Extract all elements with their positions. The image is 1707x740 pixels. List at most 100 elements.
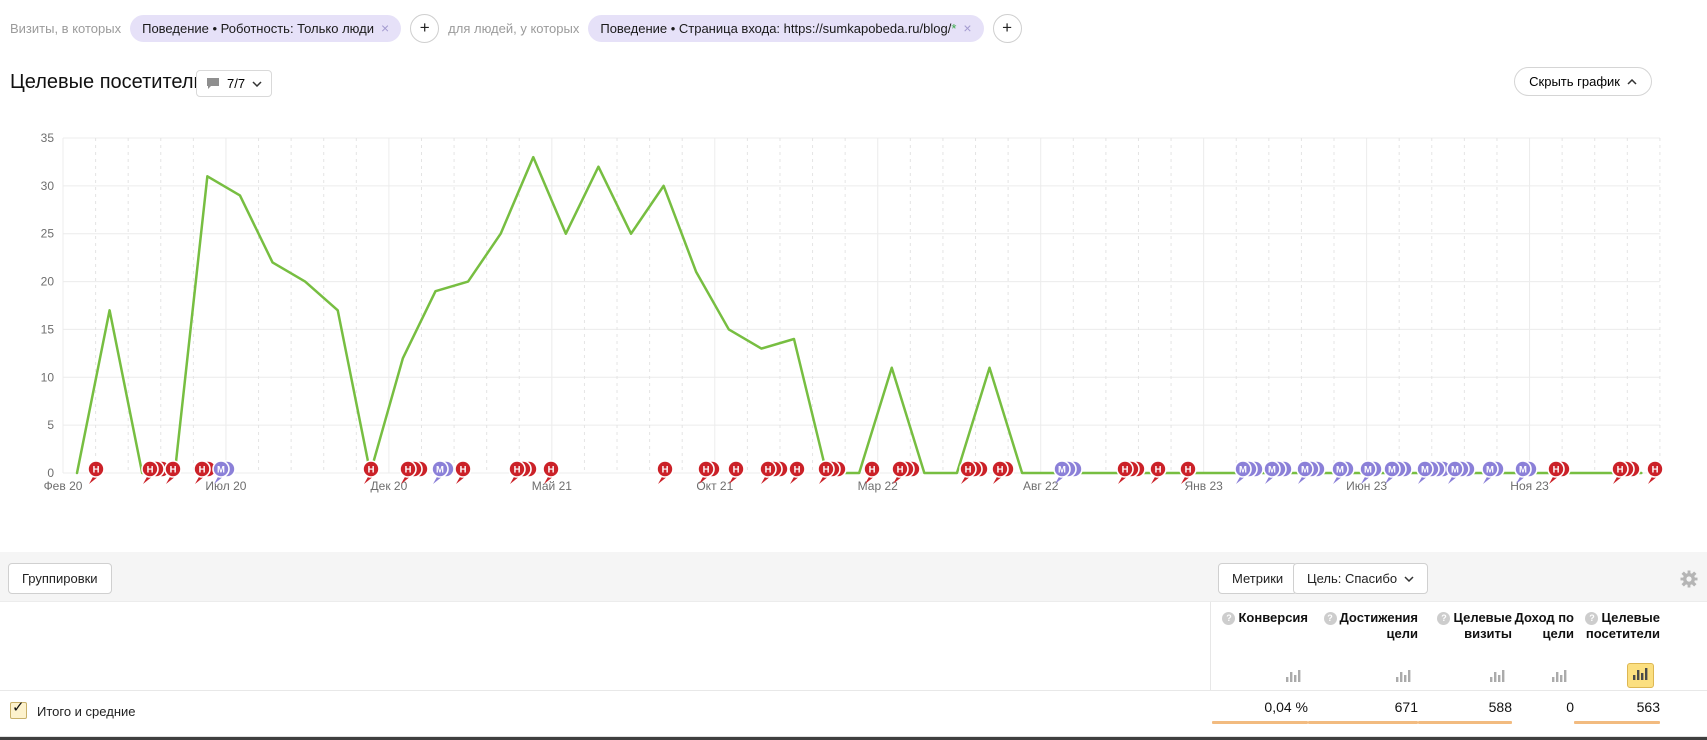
y-axis-label: 0 [47, 466, 54, 480]
metric-sort-header[interactable]: ? Целевые посетители [1585, 610, 1660, 641]
annotation-marker-М[interactable]: М [1481, 460, 1505, 484]
chart-metric-icon[interactable] [1285, 669, 1302, 688]
chart-metric-icon-selected[interactable] [1627, 663, 1654, 688]
svg-text:Н: Н [368, 465, 375, 476]
annotation-marker-Н[interactable]: Н [727, 460, 745, 484]
annotation-marker-Н[interactable]: Н [1179, 460, 1197, 484]
annotation-marker-Н[interactable]: Н [508, 460, 538, 484]
hide-chart-button[interactable]: Скрыть график [1514, 67, 1652, 96]
annotation-marker-Н[interactable]: Н [87, 460, 105, 484]
value-underline [1308, 721, 1418, 724]
annotation-marker-Н[interactable]: Н [991, 460, 1015, 484]
svg-text:Н: Н [794, 465, 801, 476]
annotation-marker-Н[interactable]: Н [863, 460, 881, 484]
annotation-marker-М[interactable]: М [212, 460, 236, 484]
filter-bar: Визиты, в которых Поведение • Роботность… [10, 12, 1022, 44]
annotation-marker-Н[interactable]: Н [454, 460, 472, 484]
metric-sort-header[interactable]: ? Целевые визиты [1418, 610, 1512, 642]
annotation-marker-Н[interactable]: Н [656, 460, 674, 484]
x-axis-label: Мар 22 [858, 479, 898, 493]
total-value: 0 [1566, 699, 1574, 715]
total-value: 563 [1574, 699, 1660, 724]
add-user-filter-button[interactable]: + [992, 13, 1022, 43]
help-icon[interactable]: ? [1222, 612, 1236, 625]
table-divider [1210, 602, 1211, 737]
help-icon[interactable]: ? [1437, 612, 1451, 625]
annotation-marker-М[interactable]: М [1234, 460, 1264, 484]
annotation-marker-Н[interactable]: Н [542, 460, 560, 484]
annotation-marker-М[interactable]: М [1383, 460, 1413, 484]
metric-sort-header[interactable]: ? Конверсия [1212, 610, 1308, 626]
svg-text:Н: Н [460, 465, 467, 476]
help-icon[interactable]: ? [1585, 612, 1599, 625]
annotation-marker-М[interactable]: М [1416, 460, 1452, 484]
svg-text:Н: Н [823, 465, 830, 476]
annotation-marker-Н[interactable]: Н [399, 460, 429, 484]
svg-text:Н: Н [405, 465, 412, 476]
chart-metric-icon[interactable] [1395, 669, 1412, 688]
annotation-marker-Н[interactable]: Н [817, 460, 847, 484]
annotation-marker-Н[interactable]: Н [362, 460, 380, 484]
annotation-marker-Н[interactable]: Н [1149, 460, 1167, 484]
x-axis-label: Авг 22 [1023, 479, 1059, 493]
annotation-marker-М[interactable]: М [1263, 460, 1293, 484]
annotation-marker-М[interactable]: М [1514, 460, 1538, 484]
annotation-marker-Н[interactable]: Н [164, 460, 182, 484]
page-title: Целевые посетители [10, 71, 205, 93]
chevron-up-icon [1627, 78, 1637, 85]
x-axis-label: Ноя 23 [1510, 479, 1549, 493]
annotation-marker-М[interactable]: М [1296, 460, 1326, 484]
groupings-button[interactable]: Группировки [8, 563, 112, 594]
totals-checkbox[interactable] [10, 698, 27, 719]
annotation-marker-Н[interactable]: Н [759, 460, 789, 484]
annotation-marker-Н[interactable]: Н [959, 460, 989, 484]
column-header: Доход по цели [1512, 610, 1574, 688]
help-icon[interactable]: ? [1323, 612, 1337, 625]
filter-chip-landing-page[interactable]: Поведение • Страница входа: https://sumk… [588, 14, 984, 42]
filter-chip-robots[interactable]: Поведение • Роботность: Только люди × [130, 14, 402, 42]
remove-filter-icon[interactable]: × [380, 20, 390, 36]
annotation-marker-Н[interactable]: Н [1611, 460, 1641, 484]
annotation-marker-М[interactable]: М [1053, 460, 1083, 484]
chart-metric-icon[interactable] [1489, 669, 1506, 688]
comments-dropdown[interactable]: 7/7 [196, 70, 273, 97]
x-axis-label: Июн 23 [1346, 479, 1387, 493]
annotation-marker-М[interactable]: М [1359, 460, 1383, 484]
annotation-marker-Н[interactable]: Н [141, 460, 171, 484]
metrics-button[interactable]: Метрики [1218, 563, 1298, 594]
annotation-marker-Н[interactable]: Н [1116, 460, 1146, 484]
annotation-marker-Н[interactable]: Н [1646, 460, 1664, 484]
svg-text:М: М [1519, 465, 1527, 476]
metric-sort-header[interactable]: Доход по цели [1514, 610, 1574, 641]
svg-text:М: М [217, 465, 225, 476]
value-underline [1418, 721, 1512, 724]
svg-text:Н: Н [662, 465, 669, 476]
comment-bubble-icon [207, 78, 219, 89]
goal-select[interactable]: Цель: Спасибо [1293, 563, 1429, 594]
remove-filter-icon[interactable]: × [963, 20, 972, 36]
add-visit-filter-button[interactable]: + [410, 13, 440, 43]
annotation-marker-Н[interactable]: Н [891, 460, 921, 484]
annotation-marker-М[interactable]: М [1446, 460, 1476, 484]
groupings-label: Группировки [22, 571, 98, 586]
annotation-marker-Н[interactable]: Н [788, 460, 806, 484]
svg-text:Н: Н [1652, 465, 1659, 476]
chevron-down-icon [1404, 575, 1414, 582]
total-value: 0,04 % [1212, 699, 1308, 724]
annotation-marker-Н[interactable]: Н [697, 460, 721, 484]
y-axis-label: 20 [41, 275, 55, 289]
y-axis-label: 35 [41, 131, 55, 145]
next-section-edge [0, 737, 1707, 740]
visitors-line-chart: 0 5 10 15 20 25 30 35 Фев 20 Июл 20 Дек 20 Май 21 Ок… [41, 131, 1664, 493]
svg-text:Н: Н [869, 465, 876, 476]
annotation-marker-Н[interactable]: Н [193, 460, 217, 484]
annotation-marker-М[interactable]: М [1331, 460, 1355, 484]
annotation-marker-М[interactable]: М [431, 460, 455, 484]
filter-chip-landing-text: Поведение • Страница входа: https://sumk… [600, 20, 957, 36]
metric-sort-header[interactable]: ? Достижения цели [1308, 610, 1418, 642]
chart-metric-icon[interactable] [1551, 669, 1568, 688]
value-underline [1574, 721, 1660, 724]
y-axis-label: 15 [41, 322, 55, 336]
settings-gear-icon[interactable] [1680, 570, 1698, 593]
annotation-marker-Н[interactable]: Н [1547, 460, 1571, 484]
